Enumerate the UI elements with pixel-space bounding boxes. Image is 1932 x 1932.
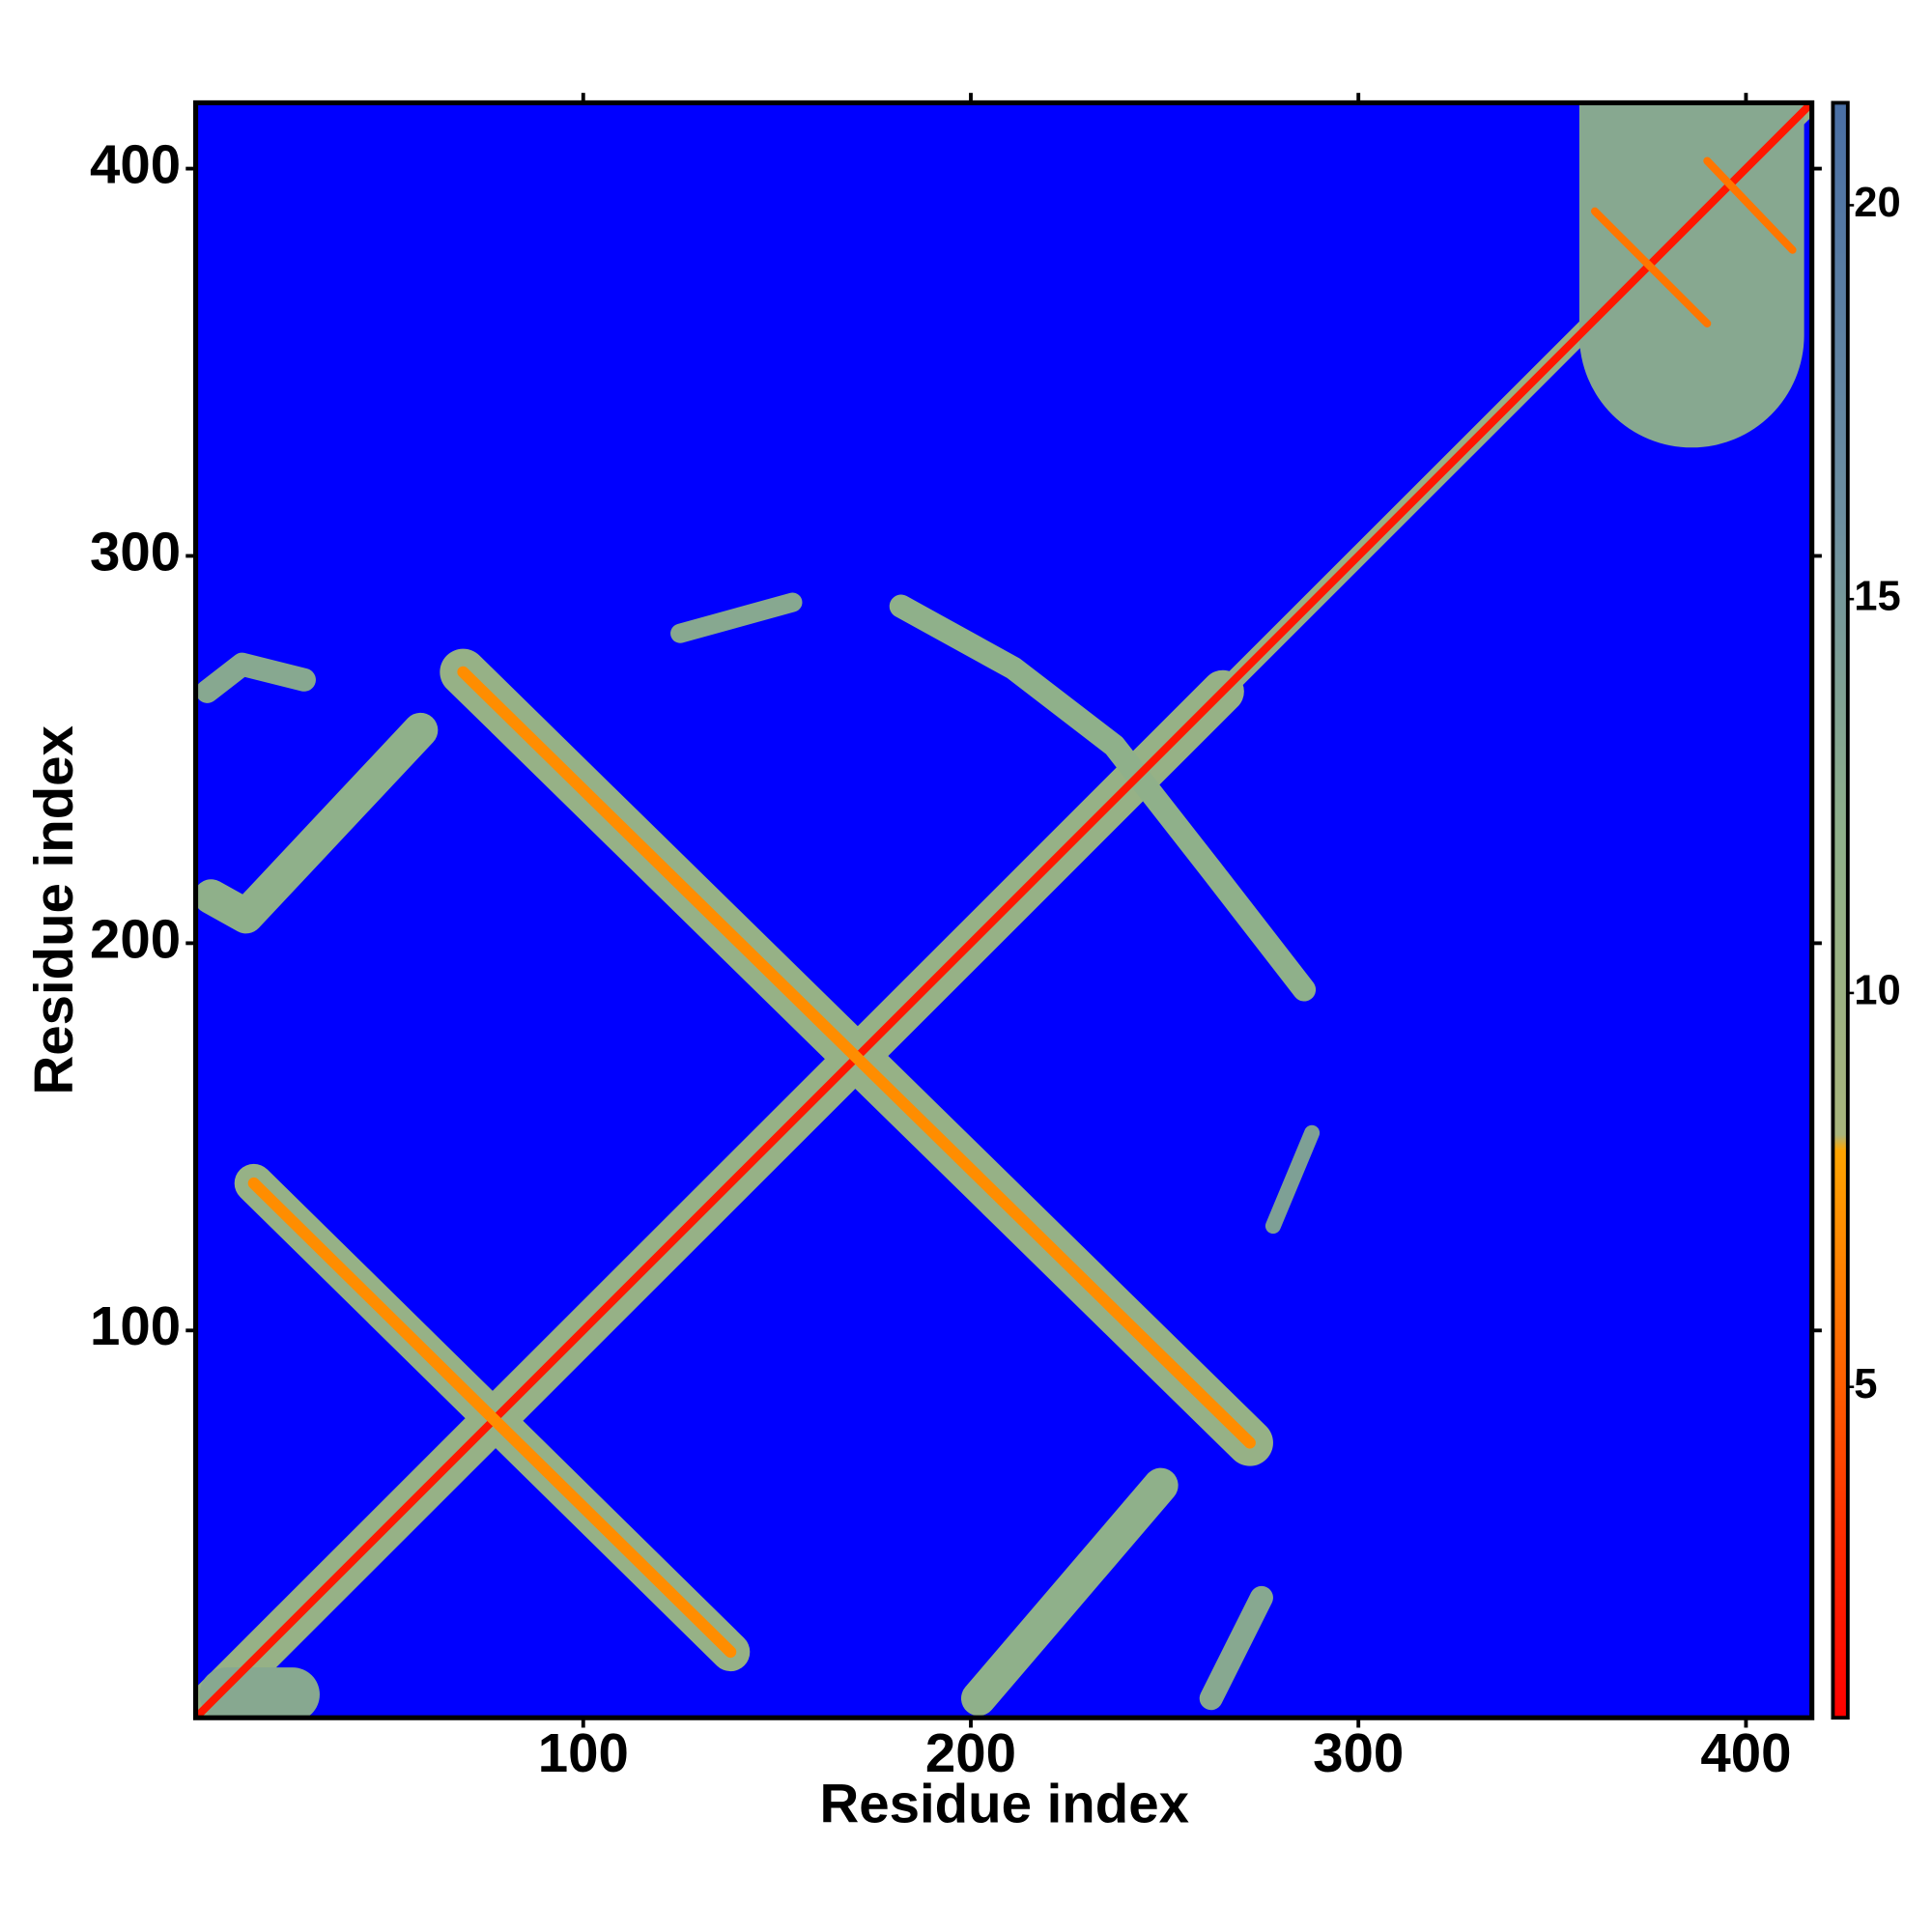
- contact-band: [1590, 207, 1712, 327]
- y-tick-label: 200: [90, 908, 181, 969]
- plot-frame: [193, 99, 1815, 1720]
- contact-band: [889, 594, 1317, 1002]
- colorbar-tick-label: 15: [1854, 574, 1900, 620]
- y-tick-label: 300: [90, 521, 181, 582]
- contact-band: [457, 666, 1256, 1449]
- colorbar-tick-label: 20: [1854, 180, 1900, 226]
- contact-band: [247, 1177, 737, 1659]
- y-axis-title: Residue index: [23, 725, 84, 1094]
- x-tick-label: 400: [1700, 1722, 1791, 1783]
- x-tick-label: 300: [1313, 1722, 1404, 1783]
- contact-band: [195, 712, 439, 934]
- x-tick-label: 200: [925, 1722, 1016, 1783]
- contact-band: [1264, 1124, 1321, 1235]
- contact-band: [1199, 1585, 1273, 1711]
- colorbar-tick-label: 10: [1854, 967, 1900, 1013]
- colorbar: [1831, 100, 1850, 1720]
- colorbar-tick-label: 5: [1854, 1361, 1877, 1407]
- y-tick-label: 400: [90, 133, 181, 194]
- contact-band: [960, 1467, 1179, 1717]
- plot-area: [195, 102, 1812, 1719]
- y-tick-label: 100: [90, 1295, 181, 1356]
- contact-band: [195, 102, 1812, 1719]
- contact-band: [195, 652, 316, 703]
- x-axis-title: Residue index: [820, 1774, 1189, 1834]
- x-tick-label: 100: [538, 1722, 629, 1783]
- contact-band: [670, 592, 803, 643]
- contact-band: [1703, 156, 1797, 254]
